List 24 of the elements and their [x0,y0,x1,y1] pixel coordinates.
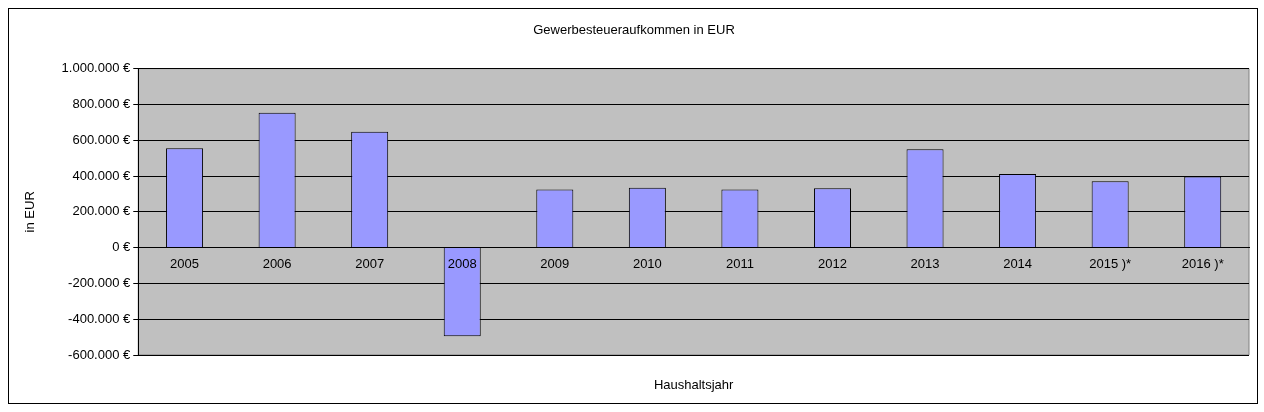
y-tick-label: 0 € [112,239,132,255]
x-axis-title: Haushaltsjahr [653,376,735,392]
x-tick-label: 2013 [910,255,940,271]
y-tick-label: 800.000 € [72,95,132,111]
x-tick-label: 2014 [1003,255,1033,271]
chart-title: Gewerbesteueraufkommen in EUR [533,22,735,38]
x-tick-label: 2008 [447,255,477,271]
x-tick-label: 2006 [262,255,292,271]
x-tick-label: 2012 [818,255,847,271]
y-tick-label: 200.000 € [72,203,132,219]
y-tick-label: -200.000 € [68,274,132,290]
x-tick-label: 2009 [540,255,570,271]
y-tick-label: 1.000.000 € [61,60,132,76]
x-tick-label: 2016 )* [1181,255,1224,271]
y-tick-label: 400.000 € [72,167,132,183]
y-tick-label: -600.000 € [68,346,132,362]
y-tick-label: -400.000 € [68,310,132,326]
x-tick-label: 2007 [355,255,385,271]
x-tick-label: 2011 [725,255,754,271]
x-tick-label: 2010 [632,255,662,271]
y-axis-title: in EUR [22,191,38,233]
y-tick-label: 600.000 € [72,131,132,147]
x-tick-label: 2005 [170,255,200,271]
x-tick-label: 2015 )* [1089,255,1132,271]
